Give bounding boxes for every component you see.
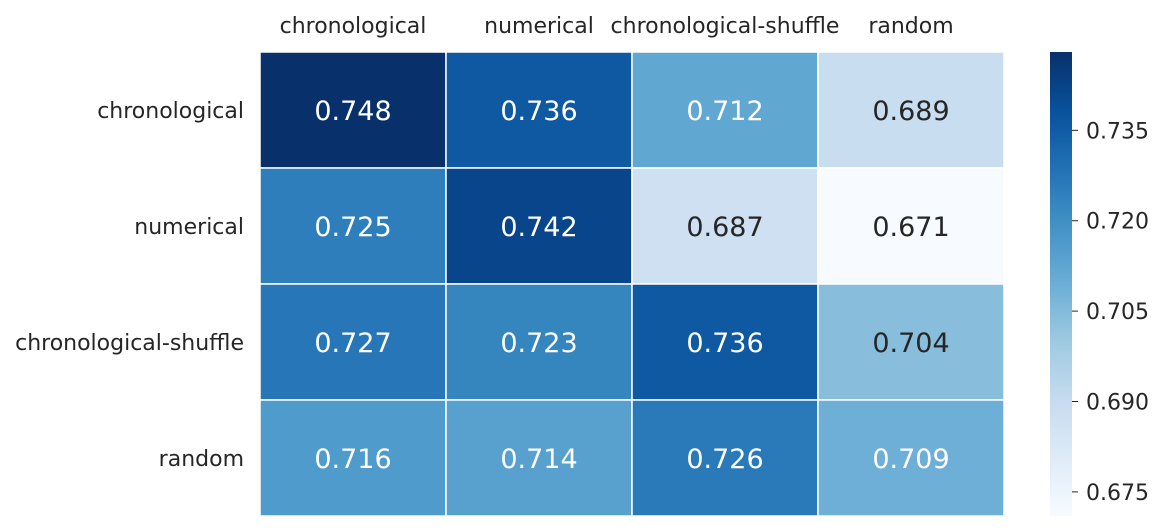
cell-label-3-2: 0.726	[686, 444, 763, 475]
colorbar-tick-label-2: 0.705	[1086, 300, 1149, 325]
column-label-chronological: chronological	[280, 14, 427, 39]
colorbar-gradient	[1050, 52, 1072, 516]
heatmap-cell-3-2	[631, 399, 819, 517]
column-label-numerical: numerical	[484, 14, 594, 39]
column-labels: chronological numerical chronological-shuf…	[280, 14, 954, 39]
cell-label-3-3: 0.709	[872, 444, 949, 475]
colorbar-tick-label-0: 0.675	[1086, 481, 1149, 506]
heatmap-cell-1-3	[817, 167, 1005, 285]
row-label-chronological-shuffle: chronological-shuffle	[15, 331, 244, 356]
colorbar-tick-label-4: 0.735	[1086, 119, 1149, 144]
cell-label-3-0: 0.716	[314, 444, 391, 475]
cell-label-3-1: 0.714	[500, 444, 577, 475]
heatmap-cell-0-3	[817, 51, 1005, 169]
row-labels: chronological numerical chronological-shuf…	[15, 99, 244, 472]
heatmap-cell-0-0	[259, 51, 447, 169]
cell-label-2-2: 0.736	[686, 328, 763, 359]
heatmap-cells: 0.748 0.736 0.712 0.689 0.725 0.742 0.687 0.671…	[259, 51, 1005, 517]
column-label-random: random	[868, 14, 953, 39]
heatmap-cell-1-1	[445, 167, 633, 285]
cell-label-2-0: 0.727	[314, 328, 391, 359]
heatmap-cell-0-1	[445, 51, 633, 169]
cell-label-1-1: 0.742	[500, 212, 577, 243]
heatmap-cell-2-3	[817, 283, 1005, 401]
row-label-random: random	[159, 447, 244, 472]
cell-label-0-3: 0.689	[872, 96, 949, 127]
colorbar-tick-label-1: 0.690	[1086, 391, 1149, 416]
heatmap-cell-3-3	[817, 399, 1005, 517]
cell-label-0-2: 0.712	[686, 96, 763, 127]
colorbar: 0.675 0.690 0.705 0.720 0.735	[1050, 52, 1149, 516]
cell-label-0-0: 0.748	[314, 96, 391, 127]
heatmap-cell-2-1	[445, 283, 633, 401]
cell-label-1-0: 0.725	[314, 212, 391, 243]
heatmap-cell-1-0	[259, 167, 447, 285]
heatmap-cell-3-1	[445, 399, 633, 517]
row-label-numerical: numerical	[134, 215, 244, 240]
heatmap-cell-0-2	[631, 51, 819, 169]
cell-label-2-1: 0.723	[500, 328, 577, 359]
cell-label-1-2: 0.687	[686, 212, 763, 243]
cell-label-1-3: 0.671	[872, 212, 949, 243]
cell-label-0-1: 0.736	[500, 96, 577, 127]
row-label-chronological: chronological	[97, 99, 244, 124]
column-label-chronological-shuffle: chronological-shuffle	[611, 14, 840, 39]
cell-label-2-3: 0.704	[872, 328, 949, 359]
heatmap-cell-3-0	[259, 399, 447, 517]
colorbar-tick-label-3: 0.720	[1086, 210, 1149, 235]
